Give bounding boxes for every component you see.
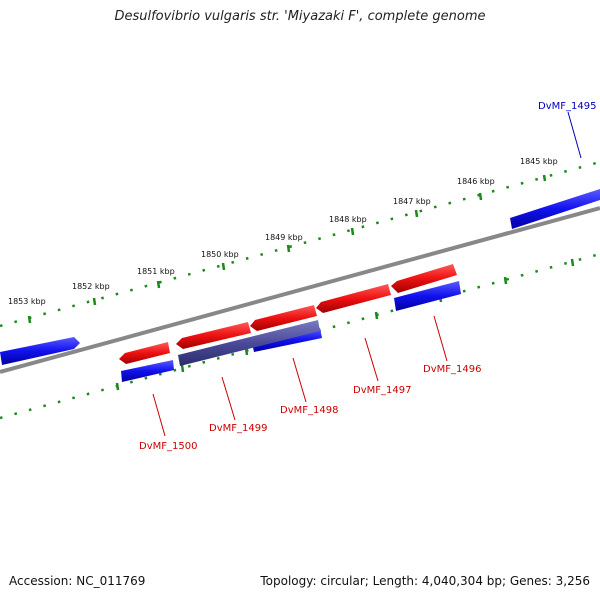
gene-dvmf1497-arrow[interactable]	[316, 284, 391, 313]
gene-dvmf1499-overlap-arrow[interactable]	[178, 320, 320, 366]
gene-label-dvmf1497[interactable]: DvMF_1497	[353, 385, 411, 396]
major-ticks	[27, 174, 575, 391]
gene-label-dvmf1499[interactable]: DvMF_1499	[209, 423, 267, 434]
gene-dvmf1500-arrow[interactable]	[119, 342, 170, 364]
kbp-label-1846: 1846 kbp	[457, 177, 495, 186]
gene-dvmf1496-arrow[interactable]	[391, 264, 457, 293]
accession-text: Accession: NC_011769	[9, 574, 146, 588]
gene-label-dvmf1498[interactable]: DvMF_1498	[280, 405, 338, 416]
gene-dvmf1499-arrow[interactable]	[176, 322, 251, 349]
leader-lines	[152, 111, 582, 437]
gene-dvmf1495-arrow[interactable]	[510, 189, 600, 229]
gene-label-dvmf1495[interactable]: DvMF_1495	[538, 101, 596, 112]
kbp-label-1848: 1848 kbp	[329, 215, 367, 224]
kbp-label-1850: 1850 kbp	[201, 250, 239, 259]
gene-label-dvmf1500[interactable]: DvMF_1500	[139, 441, 197, 452]
gene-dvmf1500-rev-arrow[interactable]	[121, 360, 174, 382]
gene-dvmf1496-rev-arrow[interactable]	[394, 281, 461, 311]
map-title: Desulfovibrio vulgaris str. 'Miyazaki F'…	[114, 9, 486, 24]
gene-left-edge-arrow[interactable]	[0, 337, 80, 365]
gene-dvmf1498-arrow[interactable]	[250, 305, 317, 331]
kbp-label-1851: 1851 kbp	[137, 267, 175, 276]
outer-tick-ring	[0, 160, 600, 328]
kbp-label-1845: 1845 kbp	[520, 157, 558, 166]
gene-label-dvmf1496[interactable]: DvMF_1496	[423, 364, 481, 375]
kbp-label-1853: 1853 kbp	[8, 297, 46, 306]
kbp-labels: 1845 kbp 1846 kbp 1847 kbp 1848 kbp 1849…	[8, 157, 558, 306]
genome-summary-text: Topology: circular; Length: 4,040,304 bp…	[260, 574, 590, 588]
kbp-label-1849: 1849 kbp	[265, 233, 303, 242]
kbp-label-1847: 1847 kbp	[393, 197, 431, 206]
kbp-label-1852: 1852 kbp	[72, 282, 110, 291]
genome-backbone	[0, 206, 600, 374]
